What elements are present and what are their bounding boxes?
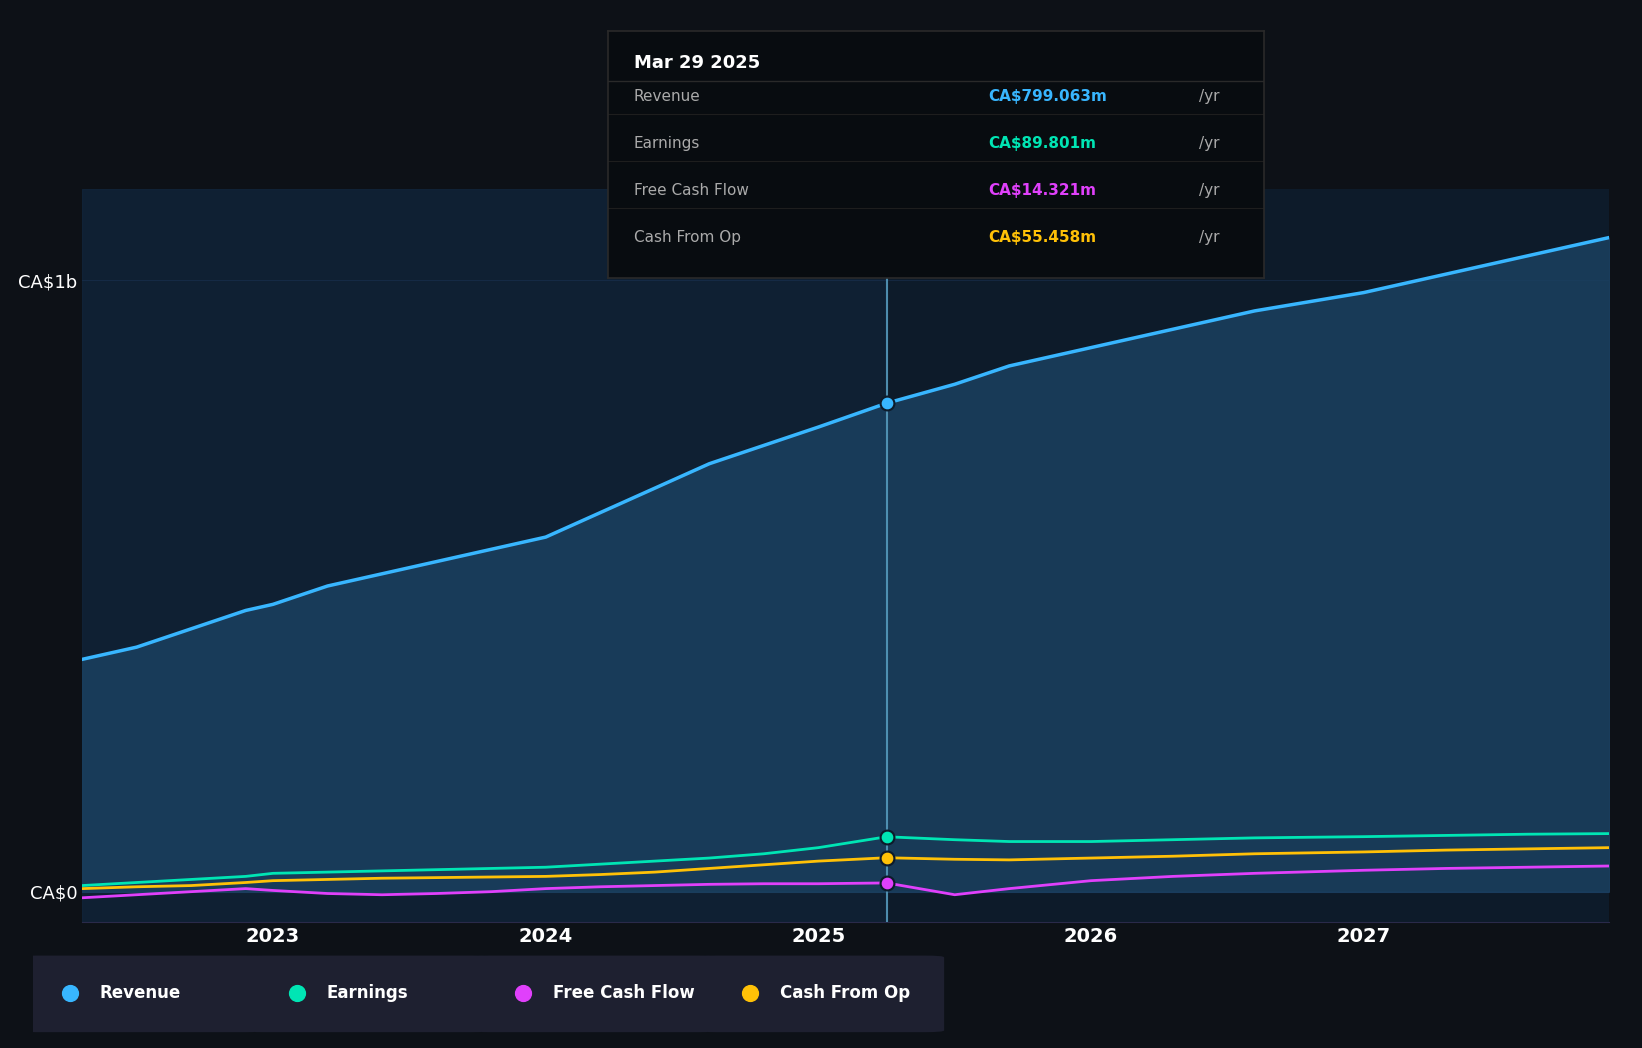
Text: Cash From Op: Cash From Op [780, 984, 910, 1002]
Text: /yr: /yr [1199, 230, 1218, 244]
Text: CA$14.321m: CA$14.321m [988, 183, 1097, 198]
Text: Revenue: Revenue [100, 984, 181, 1002]
Text: Past: Past [836, 237, 874, 255]
Text: Mar 29 2025: Mar 29 2025 [634, 53, 760, 71]
Point [737, 985, 764, 1002]
Point [874, 395, 900, 412]
Bar [82, 189, 887, 922]
FancyBboxPatch shape [18, 956, 264, 1032]
Text: Earnings: Earnings [634, 136, 699, 151]
Text: /yr: /yr [1199, 89, 1218, 105]
Point [874, 828, 900, 845]
Point [874, 395, 900, 412]
Text: CA$55.458m: CA$55.458m [988, 230, 1097, 244]
Point [57, 985, 84, 1002]
Text: /yr: /yr [1199, 136, 1218, 151]
Point [874, 874, 900, 891]
Point [874, 849, 900, 866]
Text: Free Cash Flow: Free Cash Flow [634, 183, 749, 198]
Text: Free Cash Flow: Free Cash Flow [553, 984, 695, 1002]
Point [284, 985, 310, 1002]
Text: CA$89.801m: CA$89.801m [988, 136, 1097, 151]
Text: Earnings: Earnings [327, 984, 409, 1002]
Text: CA$799.063m: CA$799.063m [988, 89, 1107, 105]
Text: /yr: /yr [1199, 183, 1218, 198]
Text: Cash From Op: Cash From Op [634, 230, 741, 244]
Text: Revenue: Revenue [634, 89, 701, 105]
Text: Analysts Forecasts: Analysts Forecasts [900, 237, 1067, 255]
FancyBboxPatch shape [471, 956, 718, 1032]
FancyBboxPatch shape [698, 956, 944, 1032]
FancyBboxPatch shape [245, 956, 491, 1032]
Point [874, 849, 900, 866]
Point [874, 874, 900, 891]
Point [511, 985, 537, 1002]
Point [874, 828, 900, 845]
